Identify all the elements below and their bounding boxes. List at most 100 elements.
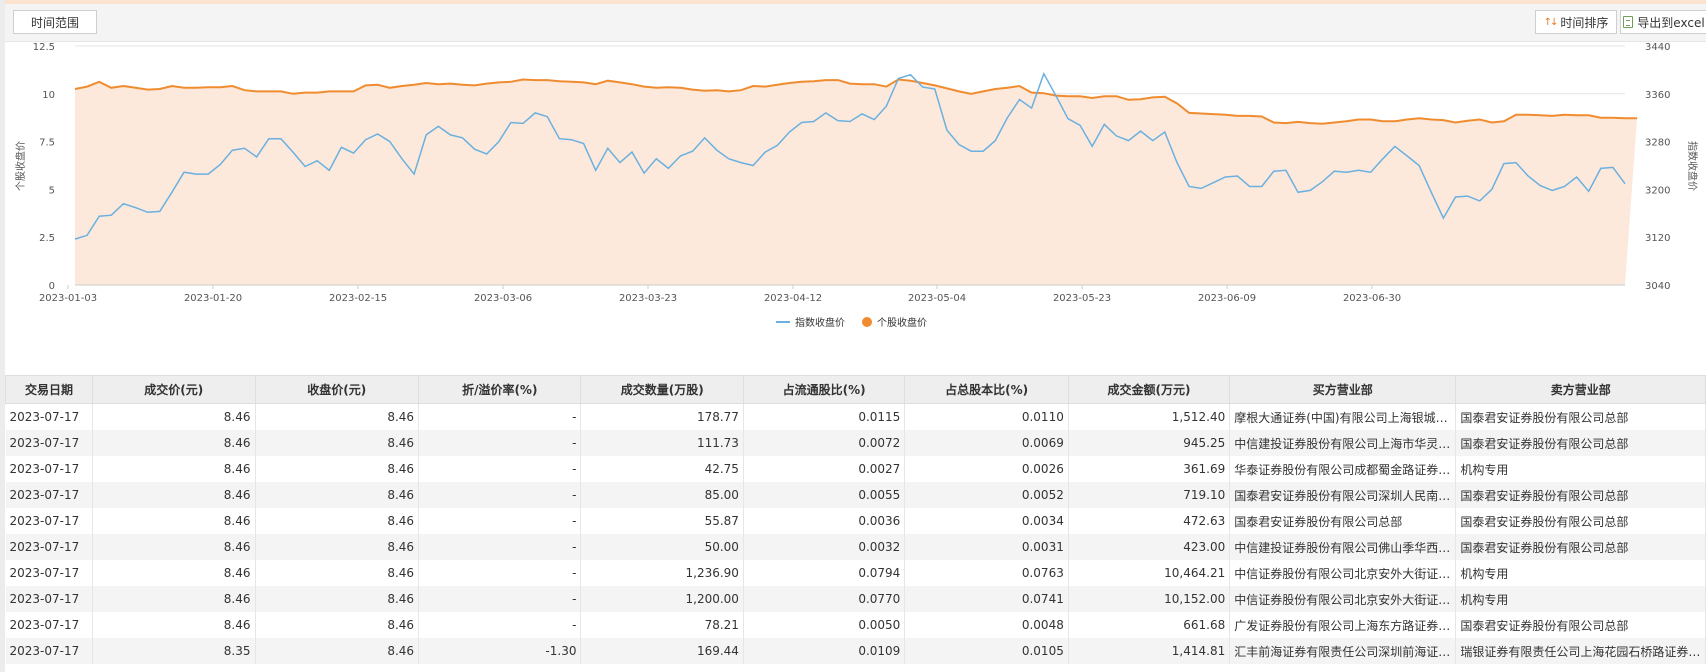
value-cell: 0.0770 xyxy=(743,586,906,612)
value-cell: - xyxy=(418,534,582,560)
value-cell: 0.0072 xyxy=(743,430,906,456)
value-cell: 0.0031 xyxy=(904,534,1069,560)
right-tick-label: 3200 xyxy=(1645,185,1670,196)
value-cell: -1.30 xyxy=(418,638,582,664)
right-axis-ticks: 3040 3120 3200 3280 3360 3440 xyxy=(1645,42,1670,292)
column-header[interactable]: 买方营业部 xyxy=(1229,375,1457,404)
time-sort-button[interactable]: ↑↓ 时间排序 xyxy=(1535,10,1617,34)
value-cell: 8.46 xyxy=(92,508,256,534)
column-header[interactable]: 折/溢价率(%) xyxy=(418,375,582,404)
value-cell: 55.87 xyxy=(580,508,744,534)
column-header[interactable]: 交易日期 xyxy=(4,375,94,404)
value-cell: 8.46 xyxy=(255,456,420,482)
table-header: 交易日期 成交价(元) 收盘价(元) 折/溢价率(%) 成交数量(万股) 占流通股比(%)… xyxy=(4,375,1706,404)
value-cell: 111.73 xyxy=(580,430,744,456)
right-tick-label: 3040 xyxy=(1645,281,1670,292)
legend-stock-swatch xyxy=(862,317,872,327)
broker-cell: 瑞银证券有限责任公司上海花园石桥路证券营业部 xyxy=(1455,638,1706,664)
broker-cell: 国泰君安证券股份有限公司总部 xyxy=(1229,508,1457,534)
column-header[interactable]: 成交价(元) xyxy=(92,375,256,404)
trade-date-cell: 2023-07-17 xyxy=(5,456,94,482)
value-cell: 8.35 xyxy=(92,638,256,664)
value-cell: 661.68 xyxy=(1068,612,1231,638)
value-cell: 8.46 xyxy=(92,586,256,612)
column-header[interactable]: 成交数量(万股) xyxy=(580,375,744,404)
table-header-row: 交易日期 成交价(元) 收盘价(元) 折/溢价率(%) 成交数量(万股) 占流通股比(%)… xyxy=(4,375,1706,404)
left-tick-label: 10 xyxy=(42,90,55,101)
value-cell: 8.46 xyxy=(92,560,256,586)
trade-date-cell: 2023-07-17 xyxy=(5,612,94,638)
column-header[interactable]: 成交金额(万元) xyxy=(1067,375,1231,404)
broker-cell: 机构专用 xyxy=(1455,586,1706,612)
table-row: 2023-07-17 8.35 8.46 -1.30 169.44 0.0109 0.010… xyxy=(5,638,1706,664)
broker-cell: 国泰君安证券股份有限公司总部 xyxy=(1455,508,1706,534)
x-tick-label: 2023-06-30 xyxy=(1343,293,1401,304)
value-cell: 8.46 xyxy=(255,638,420,664)
time-range-button[interactable]: 时间范围 xyxy=(13,10,97,34)
trade-date-cell: 2023-07-17 xyxy=(5,638,94,664)
export-excel-button[interactable]: 导出到excel xyxy=(1620,10,1706,34)
value-cell: 178.77 xyxy=(580,403,744,430)
value-cell: 0.0055 xyxy=(743,482,906,508)
legend-item-stock[interactable]: 个股收盘价 xyxy=(862,316,927,329)
column-header[interactable]: 占总股本比(%) xyxy=(904,375,1069,404)
value-cell: 10,464.21 xyxy=(1068,560,1231,586)
right-tick-label: 3360 xyxy=(1645,90,1670,101)
left-axis-title: 个股收盘价 xyxy=(14,141,27,191)
table-row: 2023-07-17 8.46 8.46-111.73 0.0072 0.0069 945… xyxy=(5,430,1706,456)
left-tick-label: 5 xyxy=(49,185,55,196)
toolbar: 时间范围 ↑↓ 时间排序 导出到excel xyxy=(5,4,1706,42)
top-accent-stripe xyxy=(5,0,1706,4)
column-header[interactable]: 卖方营业部 xyxy=(1455,375,1706,404)
value-cell: 8.46 xyxy=(92,612,256,638)
value-cell: - xyxy=(418,586,582,612)
trade-date-cell: 2023-07-17 xyxy=(5,508,94,534)
value-cell: 8.46 xyxy=(92,430,256,456)
value-cell: 10,152.00 xyxy=(1068,586,1231,612)
value-cell: 0.0052 xyxy=(904,482,1069,508)
broker-cell: 汇丰前海证券有限责任公司深圳前海证券营业部 xyxy=(1229,638,1457,664)
broker-cell: 国泰君安证券股份有限公司总部 xyxy=(1455,612,1706,638)
value-cell: 8.46 xyxy=(92,456,256,482)
x-axis-ticks: 2023-01-03 2023-01-20 2023-02-15 2023-03-06… xyxy=(39,285,1401,304)
sort-arrows-icon: ↑↓ xyxy=(1543,16,1559,28)
time-range-label: 时间范围 xyxy=(30,15,79,30)
value-cell: 0.0027 xyxy=(743,456,906,482)
broker-cell: 中信建投证券股份有限公司上海市华灵路证券营业部 xyxy=(1229,430,1457,456)
value-cell: 8.46 xyxy=(255,508,420,534)
value-cell: 0.0109 xyxy=(743,638,906,664)
x-tick-label: 2023-01-20 xyxy=(184,293,242,304)
legend-item-index[interactable]: 指数收盘价 xyxy=(776,316,845,329)
value-cell: 0.0763 xyxy=(904,560,1069,586)
x-tick-label: 2023-05-23 xyxy=(1053,293,1111,304)
trade-date-cell: 2023-07-17 xyxy=(5,534,94,560)
broker-cell: 机构专用 xyxy=(1455,456,1706,482)
value-cell: - xyxy=(418,482,582,508)
value-cell: 8.46 xyxy=(92,534,256,560)
value-cell: - xyxy=(418,612,582,638)
x-tick-label: 2023-05-04 xyxy=(908,293,966,304)
broker-cell: 国泰君安证券股份有限公司总部 xyxy=(1455,534,1706,560)
legend-stock-label: 个股收盘价 xyxy=(877,316,927,329)
value-cell: - xyxy=(418,508,582,534)
legend-index-label: 指数收盘价 xyxy=(795,316,845,329)
column-header[interactable]: 占流通股比(%) xyxy=(742,375,906,404)
value-cell: 169.44 xyxy=(580,638,744,664)
broker-cell: 国泰君安证券股份有限公司总部 xyxy=(1455,403,1706,430)
x-tick-label: 2023-03-06 xyxy=(474,293,532,304)
table-row: 2023-07-17 8.46 8.46-42.75 0.0027 0.0026 361.… xyxy=(5,456,1706,482)
value-cell: 85.00 xyxy=(580,482,744,508)
broker-cell: 摩根大通证券(中国)有限公司上海银城中路证券营业部 xyxy=(1229,403,1457,430)
table-body: 2023-07-17 8.46 8.46-178.77 0.0115 0.0110 1,5… xyxy=(5,403,1706,664)
value-cell: 0.0050 xyxy=(743,612,906,638)
broker-cell: 广发证券股份有限公司上海东方路证券营业部 xyxy=(1229,612,1457,638)
value-cell: 1,200.00 xyxy=(580,586,744,612)
value-cell: 1,414.81 xyxy=(1068,638,1231,664)
column-header[interactable]: 收盘价(元) xyxy=(254,375,420,404)
right-tick-label: 3120 xyxy=(1645,233,1670,244)
right-tick-label: 3280 xyxy=(1645,138,1670,149)
excel-file-icon xyxy=(1623,16,1634,28)
table-row: 2023-07-17 8.46 8.46-1,200.00 0.0770 0.0741 1… xyxy=(5,586,1706,612)
table-row: 2023-07-17 8.46 8.46-178.77 0.0115 0.0110 1,5… xyxy=(5,403,1706,430)
value-cell: 8.46 xyxy=(255,586,420,612)
